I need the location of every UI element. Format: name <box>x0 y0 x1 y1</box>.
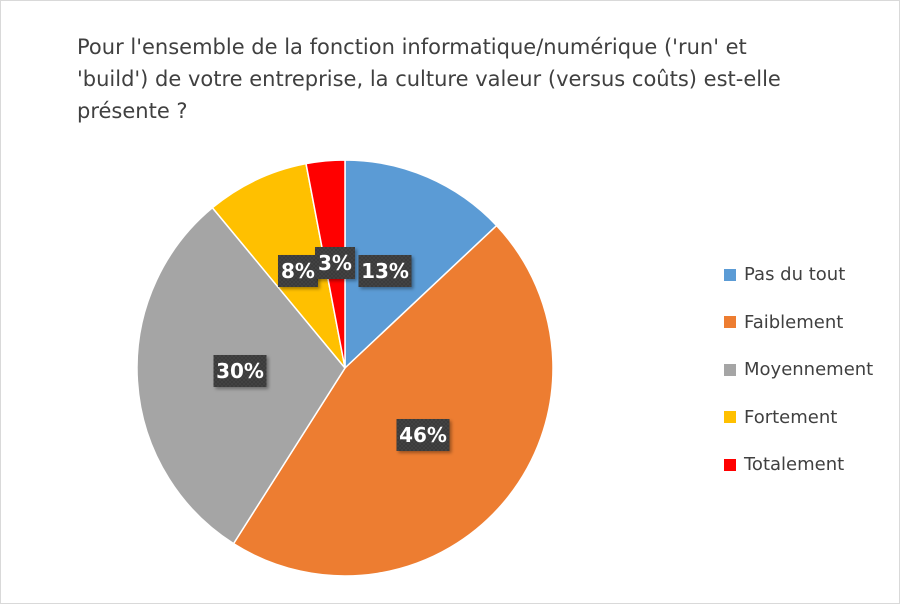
data-label: 46% <box>396 419 450 451</box>
legend-item: Pas du tout <box>724 251 900 299</box>
legend-label: Moyennement <box>744 359 874 381</box>
data-label-text: 30% <box>216 359 264 383</box>
legend-item: Totalement <box>724 441 900 489</box>
data-label-text: 3% <box>318 251 352 275</box>
legend-swatch <box>724 316 736 329</box>
data-label-box <box>213 355 267 387</box>
legend-label: Faiblement <box>744 311 844 333</box>
chart-title-line-3: présente ? <box>77 99 188 123</box>
legend-swatch <box>724 268 736 281</box>
legend-swatch <box>724 458 736 471</box>
data-label: 8% <box>278 255 318 287</box>
pie-slice <box>344 159 498 370</box>
legend-swatch <box>724 411 736 424</box>
legend-item: Moyennement <box>724 346 900 394</box>
chart-title-line-2: 'build') de votre entreprise, la culture… <box>77 67 781 91</box>
legend-item: Fortement <box>724 394 900 442</box>
data-label-box <box>358 255 412 287</box>
chart-title-line-1: Pour l'ensemble de la fonction informati… <box>77 35 747 59</box>
pie-slice <box>232 224 554 577</box>
data-label-text: 13% <box>361 259 409 283</box>
chart-title: Pour l'ensemble de la fonction informati… <box>77 31 877 127</box>
data-label-box <box>396 419 450 451</box>
data-label-text: 8% <box>281 259 315 283</box>
data-label-box <box>278 255 318 287</box>
legend-label: Fortement <box>744 406 838 428</box>
data-label-box <box>315 247 355 279</box>
legend-swatch <box>724 363 736 376</box>
data-label: 13% <box>358 255 412 287</box>
legend-label: Pas du tout <box>744 264 846 286</box>
chart-legend: Pas du tout Faiblement Moyennement Forte… <box>724 251 900 489</box>
data-label: 30% <box>213 355 267 387</box>
legend-item: Faiblement <box>724 299 900 347</box>
data-label: 3% <box>315 247 355 279</box>
data-label-text: 46% <box>399 423 447 447</box>
legend-label: Totalement <box>744 454 845 476</box>
